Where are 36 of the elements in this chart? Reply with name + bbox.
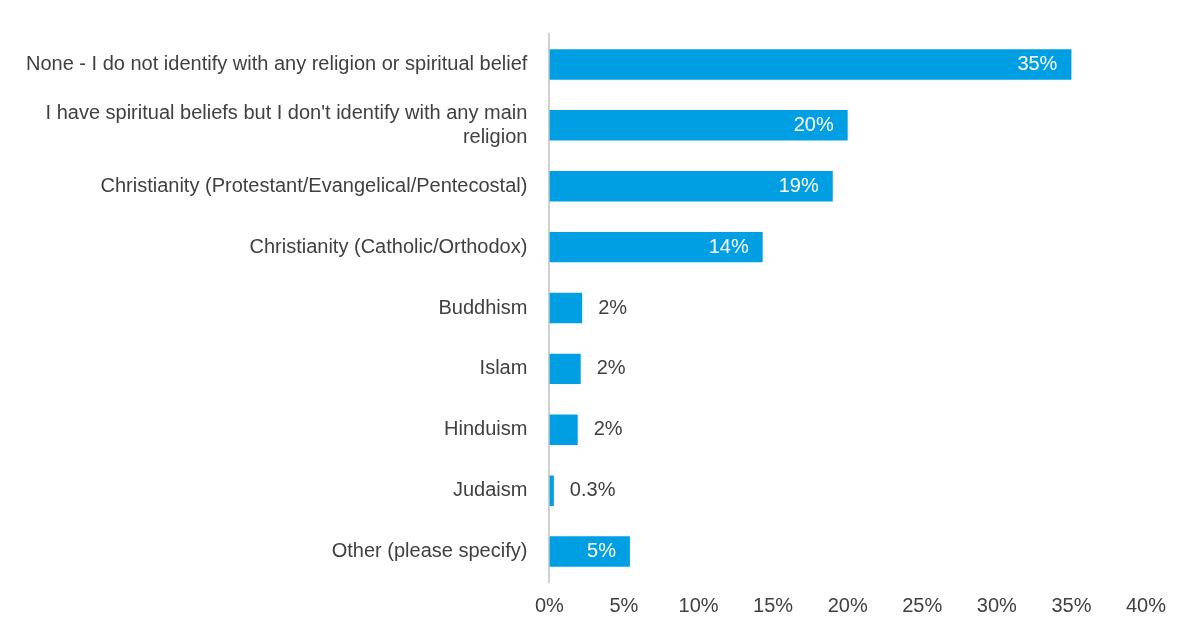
x-tick-label: 0% [534,593,565,616]
data-label: 35% [1017,51,1058,74]
bar [549,110,848,141]
y-tick-label: Christianity (Protestant/Evangelical/Pentecostal) [100,173,528,196]
x-tick-label: 30% [976,593,1018,616]
y-tick-label: Other (please specify) [331,539,528,562]
y-tick-label: Buddhism [438,295,528,318]
data-label: 20% [793,112,834,135]
data-label: 2% [596,356,626,379]
data-label: 19% [778,173,819,196]
x-tick-label: 25% [902,593,943,616]
bar [549,171,833,202]
y-tick-label: Islam [479,356,528,379]
x-tick-label: 40% [1125,593,1167,616]
y-tick-label: I have spiritual beliefs but I don't identify with any main religion [45,100,528,147]
data-label: 2% [593,417,623,440]
data-label: 0.3% [569,478,616,501]
x-tick-label: 10% [678,593,719,616]
data-label: 2% [598,295,628,318]
y-tick-label: Hinduism [444,417,528,440]
data-label: 5% [587,539,617,562]
x-tick-label: 5% [609,593,639,616]
bar [549,292,583,324]
data-label: 14% [708,234,749,257]
bar [549,414,578,445]
bar [549,231,763,263]
y-tick-label: Judaism [452,478,528,501]
y-tick-label: Christianity (Catholic/Orthodox) [249,234,528,257]
x-tick-label: 20% [827,593,868,616]
bar [549,536,630,567]
x-tick-label: 35% [1051,593,1092,616]
bar [549,475,554,506]
bar [549,353,581,385]
bar [549,49,1072,80]
y-tick-label: None - I do not identify with any religion or spiritual belief [25,51,528,74]
x-tick-label: 15% [753,593,794,616]
